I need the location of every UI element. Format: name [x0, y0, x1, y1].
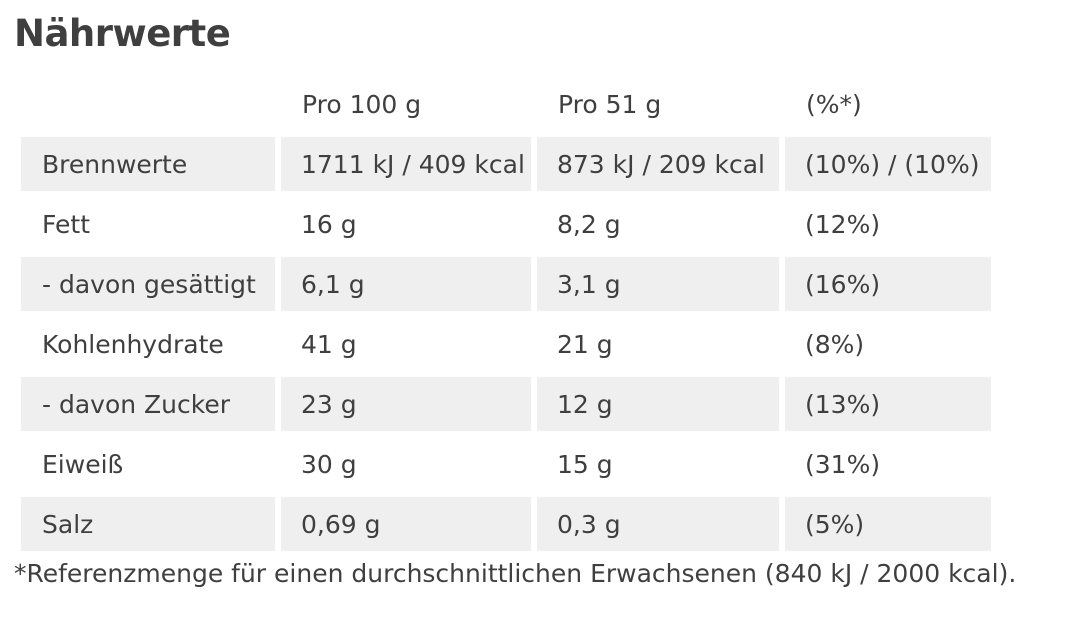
table-header: Pro 100 g Pro 51 g (%*) — [21, 77, 991, 131]
row-per-100g: 30 g — [301, 449, 357, 479]
row-percent: (12%) — [805, 209, 881, 239]
row-per-100g: 0,69 g — [281, 497, 531, 551]
header-per-serving: Pro 51 g — [558, 89, 662, 119]
row-per-serving: 21 g — [557, 329, 613, 359]
row-percent: (31%) — [805, 449, 881, 479]
row-per-100g: 1711 kJ / 409 kcal — [281, 137, 531, 191]
table-row: Kohlenhydrate 41 g 21 g (8%) — [21, 317, 991, 371]
row-per-100g: 16 g — [301, 209, 357, 239]
row-per-serving: 873 kJ / 209 kcal — [537, 137, 779, 191]
header-per-100g: Pro 100 g — [302, 89, 422, 119]
table-row: - davon gesättigt 6,1 g 3,1 g (16%) — [21, 257, 991, 311]
page-title: Nährwerte — [14, 12, 231, 55]
row-per-serving: 12 g — [537, 377, 779, 431]
row-percent: (16%) — [785, 257, 991, 311]
row-label: Eiweiß — [42, 449, 124, 479]
row-per-serving: 3,1 g — [537, 257, 779, 311]
row-label: - davon Zucker — [21, 377, 275, 431]
table-row: - davon Zucker 23 g 12 g (13%) — [21, 377, 991, 431]
row-percent: (5%) — [785, 497, 991, 551]
header-label — [21, 77, 275, 131]
reference-footnote: *Referenzmenge für einen durchschnittlic… — [14, 559, 1017, 588]
row-label: - davon gesättigt — [21, 257, 275, 311]
row-percent: (10%) / (10%) — [785, 137, 991, 191]
row-label: Fett — [42, 209, 90, 239]
table-row: Fett 16 g 8,2 g (12%) — [21, 197, 991, 251]
header-percent: (%*) — [806, 89, 862, 119]
row-per-100g: 6,1 g — [281, 257, 531, 311]
row-percent: (13%) — [785, 377, 991, 431]
row-per-serving: 0,3 g — [537, 497, 779, 551]
table-row: Salz 0,69 g 0,3 g (5%) — [21, 497, 991, 551]
row-percent: (8%) — [805, 329, 865, 359]
row-per-serving: 15 g — [557, 449, 613, 479]
header-row: Pro 100 g Pro 51 g (%*) — [21, 77, 991, 131]
nutrition-table: Pro 100 g Pro 51 g (%*) Brennwerte 1711 … — [15, 71, 997, 557]
row-per-100g: 23 g — [281, 377, 531, 431]
table-row: Brennwerte 1711 kJ / 409 kcal 873 kJ / 2… — [21, 137, 991, 191]
row-label: Salz — [21, 497, 275, 551]
row-label: Brennwerte — [21, 137, 275, 191]
row-label: Kohlenhydrate — [42, 329, 224, 359]
table-row: Eiweiß 30 g 15 g (31%) — [21, 437, 991, 491]
table-body: Brennwerte 1711 kJ / 409 kcal 873 kJ / 2… — [21, 137, 991, 551]
row-per-100g: 41 g — [301, 329, 357, 359]
row-per-serving: 8,2 g — [557, 209, 621, 239]
